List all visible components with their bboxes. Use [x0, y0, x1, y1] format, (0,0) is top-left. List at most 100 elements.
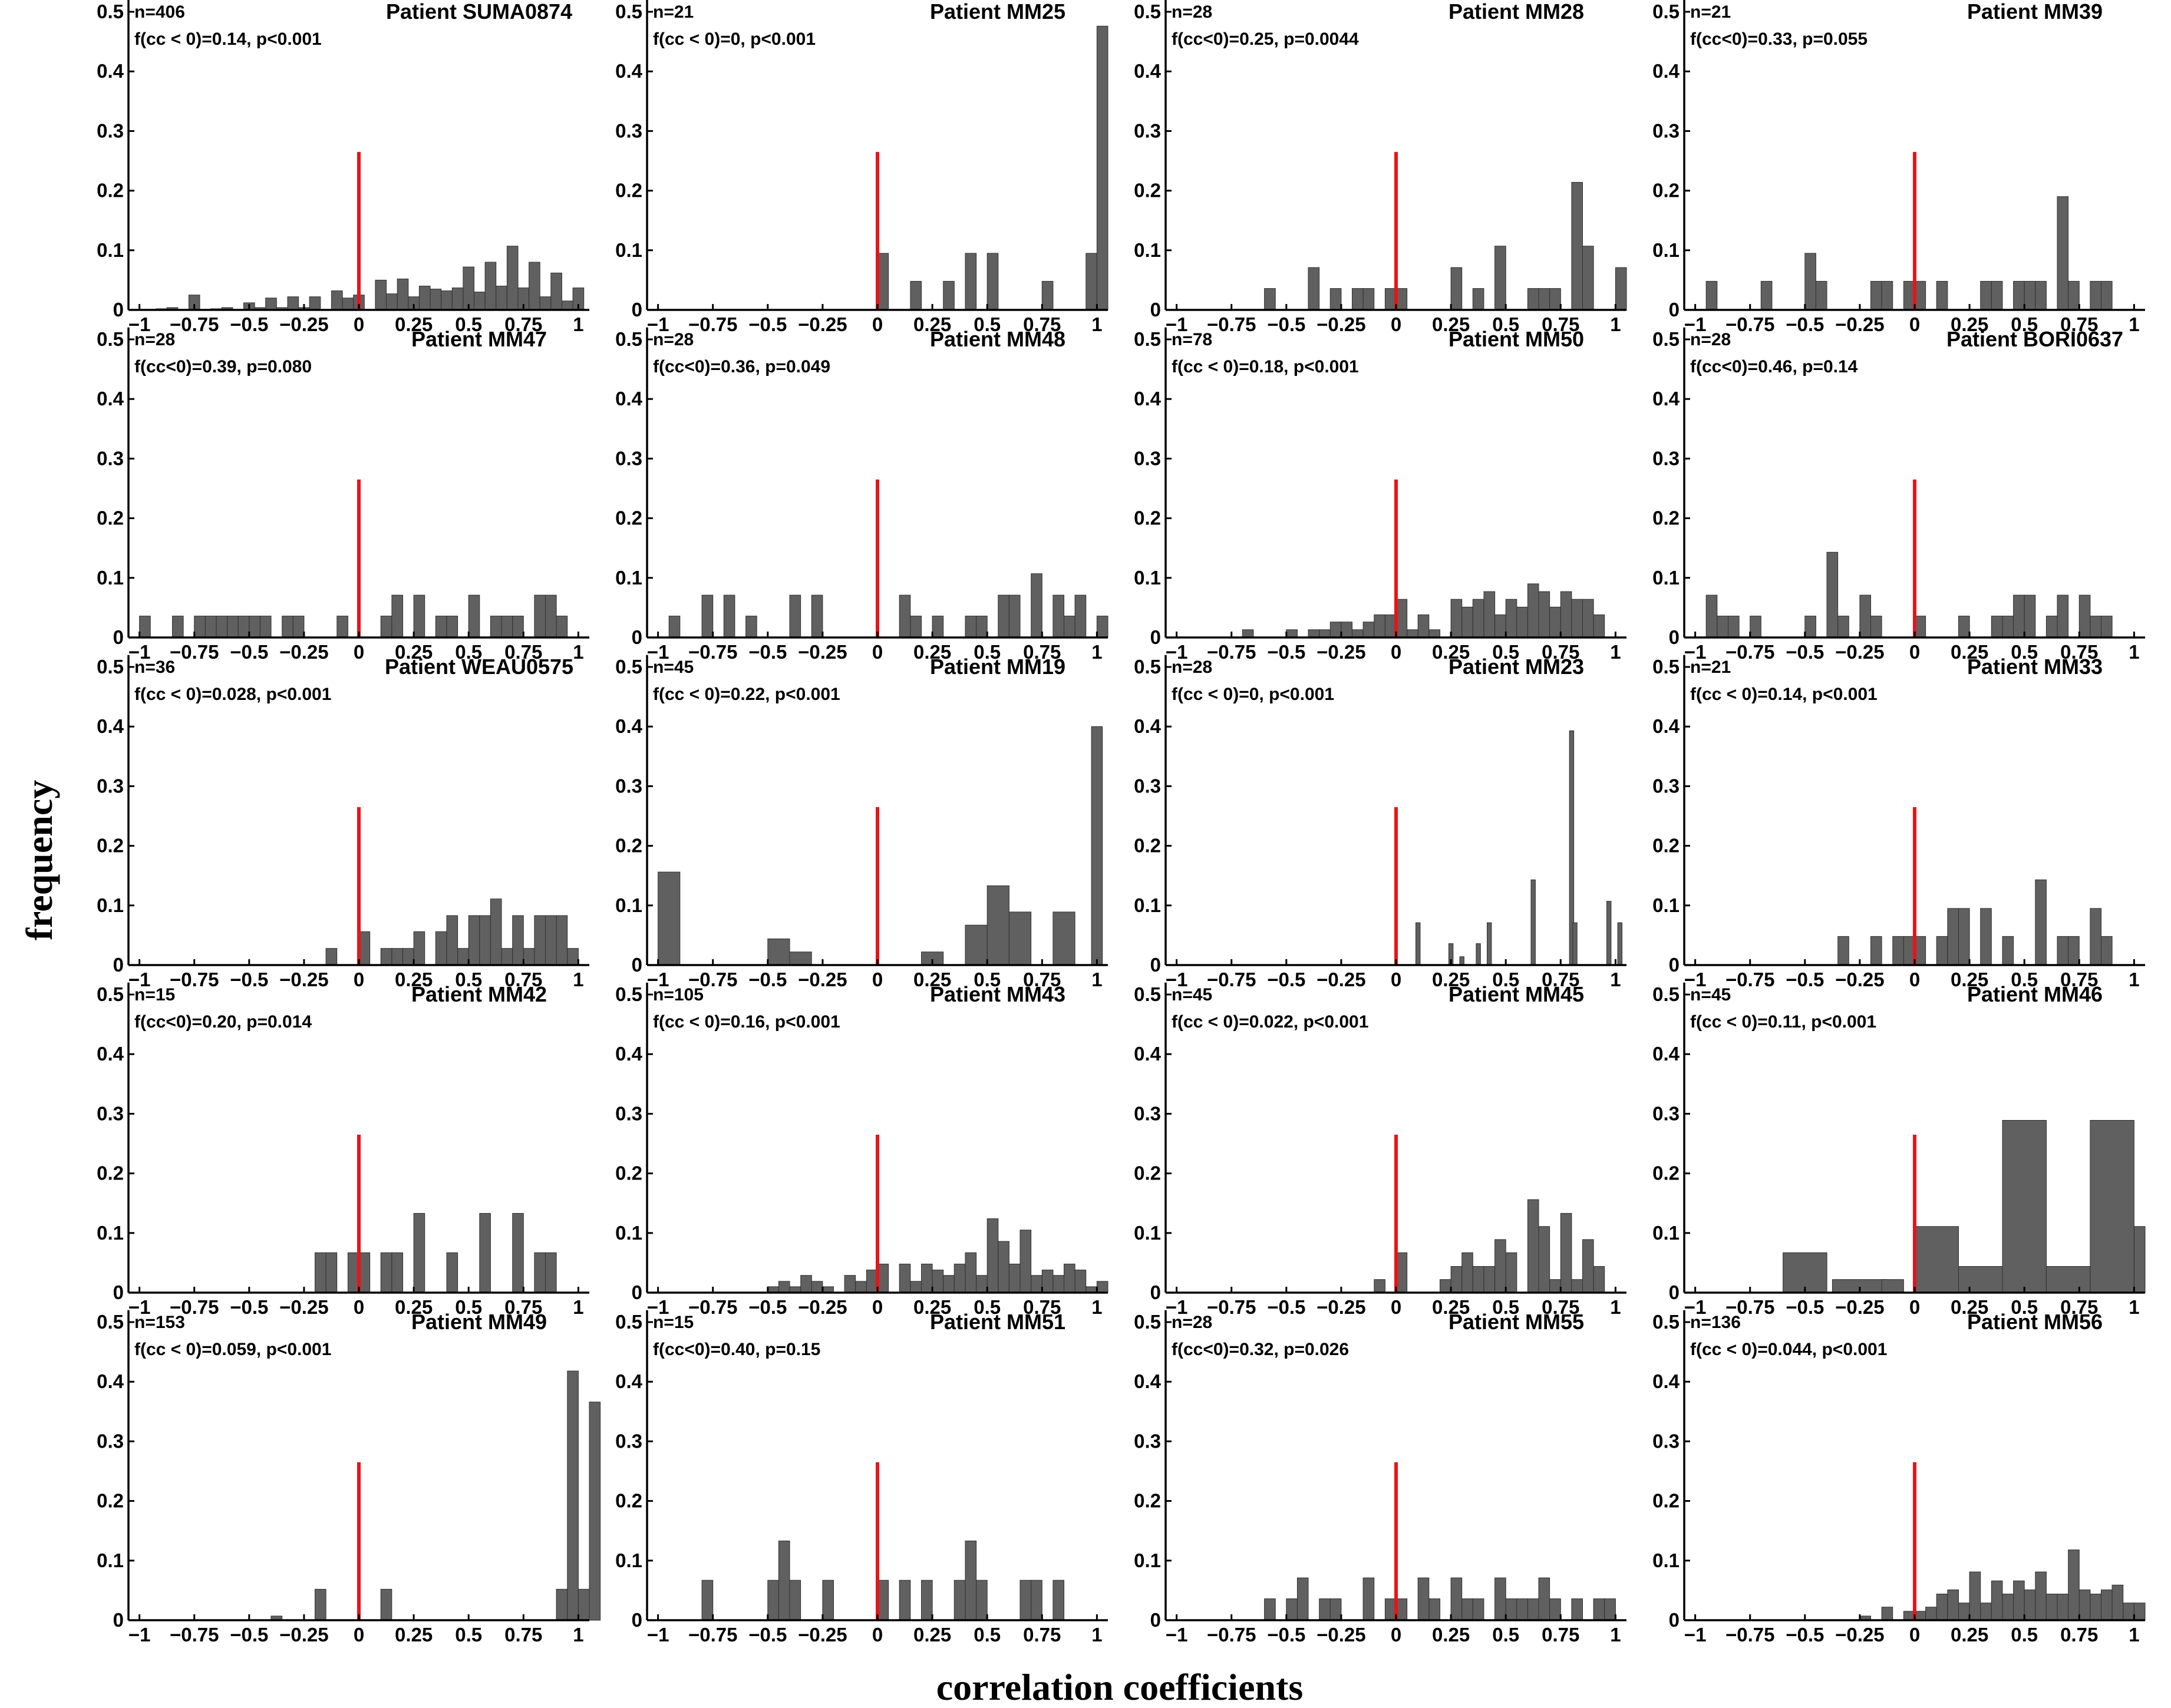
histogram-bar [1052, 911, 1075, 966]
histogram-bar [589, 1402, 601, 1621]
histogram-panel: 0 0.1 0.2 0.3 0.4 0.5 −1 −0.75 −0.5 −0.25 0 0.25 0.5… [1134, 1310, 1626, 1646]
histogram-bar [2090, 1594, 2101, 1621]
x-tick-label: 0.25 [1432, 313, 1470, 335]
histogram-bar [1527, 1598, 1539, 1621]
x-tick-label: 0 [1391, 969, 1401, 990]
histogram-bar [468, 594, 480, 638]
histogram-bar [2101, 616, 2113, 638]
x-tick-label: −0.5 [230, 1624, 268, 1646]
y-tick-label: 0.4 [97, 388, 124, 409]
histogram-bar [1096, 25, 1108, 310]
panel-title: Patient MM43 [930, 982, 1065, 1006]
x-tick-label: 0.25 [395, 969, 433, 990]
histogram-bar [375, 279, 387, 310]
x-tick-label: −0.5 [230, 641, 268, 663]
y-tick-label: 0 [1669, 1281, 1680, 1303]
x-tick-label: −0.75 [1725, 1296, 1775, 1318]
histogram-bar [953, 1580, 966, 1621]
sample-size-label: n=15 [653, 1313, 694, 1332]
histogram-bar [2013, 1580, 2025, 1621]
y-tick-label: 0.1 [1652, 567, 1680, 589]
y-tick-label: 0.2 [97, 180, 124, 201]
histogram-bar [391, 948, 404, 966]
histogram-bar [1549, 1598, 1561, 1621]
histogram-bar [1728, 616, 1740, 638]
y-tick-label: 0.3 [615, 775, 642, 797]
histogram-panel: 0 0.1 0.2 0.3 0.4 0.5 −1 −0.75 −0.5 −0.25 0 0.25 0.5… [615, 655, 1108, 990]
y-tick-label: 0 [632, 1281, 642, 1303]
histogram-bar [1096, 616, 1108, 638]
y-tick-label: 0.1 [1652, 1222, 1680, 1244]
x-tick-label: 0 [1909, 641, 1920, 663]
histogram-bar [1870, 616, 1882, 638]
x-tick-label: −0.75 [688, 641, 738, 663]
histogram-bar [1516, 606, 1528, 638]
histogram-bar [413, 1213, 425, 1293]
panel-title: Patient MM48 [930, 327, 1065, 351]
y-tick-label: 0.4 [1134, 1370, 1162, 1392]
histogram-bar [451, 288, 464, 310]
histogram-bar [1815, 280, 1827, 310]
histogram-bar [965, 253, 977, 310]
x-tick-label: −0.25 [279, 1296, 329, 1318]
histogram-bar [1615, 267, 1627, 310]
x-tick-label: −0.75 [1725, 641, 1775, 663]
histogram-bar [1329, 288, 1342, 310]
x-tick-label: −0.5 [748, 641, 787, 663]
y-tick-label: 0.3 [97, 447, 124, 469]
sample-size-label: n=406 [134, 2, 185, 22]
histogram-panel: 0 0.1 0.2 0.3 0.4 0.5 −1 −0.75 −0.5 −0.25 0 0.25 0.5… [97, 982, 589, 1318]
y-tick-label: 0.1 [97, 567, 124, 589]
x-tick-label: −1 [1684, 1624, 1707, 1646]
panel-title: Patient MM42 [411, 982, 547, 1006]
x-tick-label: 0.25 [1432, 1296, 1470, 1318]
histogram-bar [545, 594, 557, 638]
fraction-negative-label: f(cc < 0)=0, p<0.001 [1172, 685, 1334, 704]
y-tick-label: 0.5 [97, 1311, 124, 1333]
histogram-bar [567, 1370, 579, 1621]
histogram-bar [1560, 591, 1572, 638]
y-tick-label: 0.1 [615, 894, 642, 916]
histogram-bar [1086, 253, 1097, 310]
y-tick-label: 0.4 [1134, 715, 1162, 737]
histogram-bar [767, 1580, 779, 1621]
histogram-bar [227, 616, 239, 638]
x-tick-label: 1 [2129, 969, 2139, 990]
x-tick-label: 0.25 [1951, 969, 1988, 990]
histogram-bar [965, 616, 977, 638]
x-tick-label: −0.25 [279, 969, 329, 990]
y-tick-label: 0.3 [1134, 1430, 1161, 1452]
histogram-bar [446, 1252, 458, 1293]
panel-title: Patient WEAU0575 [385, 655, 573, 679]
histogram-bar [479, 1213, 491, 1293]
x-tick-label: −0.25 [279, 313, 329, 335]
histogram-bar [556, 915, 568, 966]
histogram-bar [1428, 629, 1440, 638]
fraction-negative-label: f(cc<0)=0.40, p=0.15 [653, 1340, 820, 1359]
histogram-bar [457, 948, 469, 966]
histogram-bar [943, 280, 955, 310]
panel-title: Patient MM45 [1449, 982, 1584, 1006]
histogram-bar [1593, 615, 1605, 638]
histogram-bar [1505, 599, 1517, 638]
histogram-bar [2013, 594, 2025, 638]
x-tick-label: −0.5 [1786, 1296, 1824, 1318]
x-tick-label: 0 [1391, 641, 1401, 663]
x-tick-label: 1 [1610, 641, 1621, 663]
y-tick-label: 0.5 [97, 328, 124, 350]
x-tick-label: 0.5 [2011, 641, 2038, 663]
histogram-bar [1936, 280, 1948, 310]
x-tick-label: −0.5 [748, 969, 787, 990]
x-tick-label: 1 [573, 641, 583, 663]
histogram-bar [418, 286, 431, 310]
histogram-panel: 0 0.1 0.2 0.3 0.4 0.5 −1 −0.75 −0.5 −0.25 0 0.25 0.5… [97, 1310, 601, 1646]
x-tick-label: 0.75 [1023, 969, 1061, 990]
histogram-panel: 0 0.1 0.2 0.3 0.4 0.5 −1 −0.75 −0.5 −0.25 0 0.25 0.5… [97, 0, 589, 335]
histogram-bar [441, 290, 453, 310]
x-tick-label: 0.5 [1492, 1624, 1519, 1646]
x-tick-label: 0 [1391, 1624, 1401, 1646]
histogram-bar [1881, 280, 1893, 310]
histogram-bar [1991, 1580, 2003, 1621]
histogram-bar [1074, 594, 1087, 638]
panel-title: Patient MM23 [1449, 655, 1584, 679]
